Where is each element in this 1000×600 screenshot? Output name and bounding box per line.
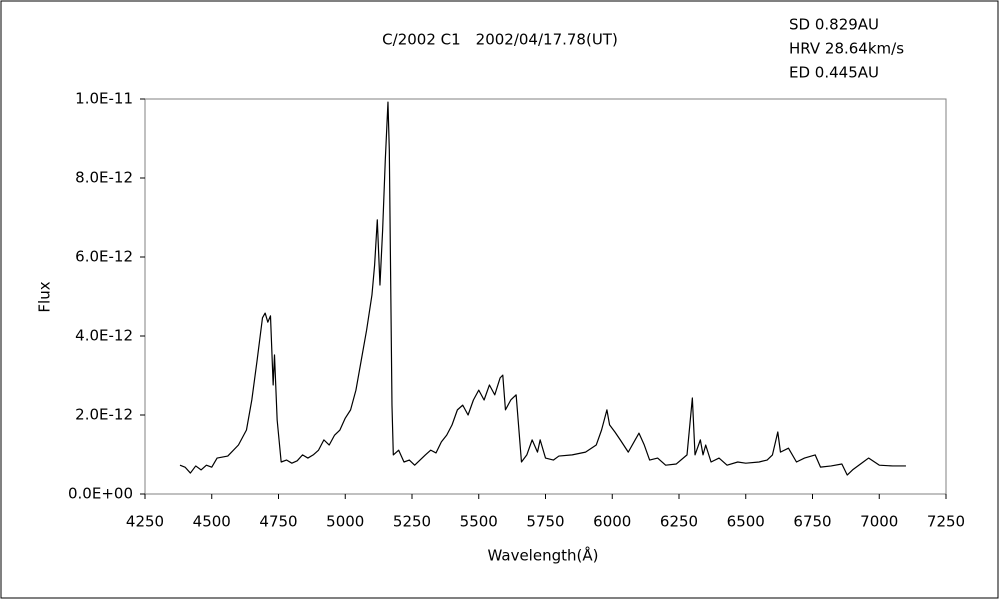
annotation: HRV 28.64km/s <box>789 40 904 58</box>
annotation: SD 0.829AU <box>789 16 879 34</box>
x-tick-label: 4750 <box>259 513 297 531</box>
x-tick-label: 7250 <box>927 513 965 531</box>
x-tick-label: 5250 <box>393 513 431 531</box>
x-tick-label: 6250 <box>660 513 698 531</box>
x-tick-label: 6000 <box>593 513 631 531</box>
y-tick-label: 6.0E-12 <box>75 248 133 266</box>
annotation: ED 0.445AU <box>789 64 879 82</box>
y-tick-label: 8.0E-12 <box>75 169 133 187</box>
spectrum-line <box>179 101 906 476</box>
x-tick-label: 6500 <box>727 513 765 531</box>
y-tick-label: 0.0E+00 <box>68 485 133 503</box>
chart-title: C/2002 C1 2002/04/17.78(UT) <box>382 31 618 49</box>
x-tick-label: 5750 <box>526 513 564 531</box>
y-axis-label: Flux <box>36 281 54 312</box>
x-tick-label: 5000 <box>326 513 364 531</box>
x-tick-label: 7000 <box>860 513 898 531</box>
x-axis-label: Wavelength(Å) <box>488 546 599 565</box>
y-tick-label: 2.0E-12 <box>75 406 133 424</box>
y-tick-label: 4.0E-12 <box>75 327 133 345</box>
y-tick-label: 1.0E-11 <box>75 90 133 108</box>
x-tick-label: 5500 <box>460 513 498 531</box>
x-tick-label: 4250 <box>126 513 164 531</box>
x-tick-label: 4500 <box>193 513 231 531</box>
x-tick-label: 6750 <box>793 513 831 531</box>
